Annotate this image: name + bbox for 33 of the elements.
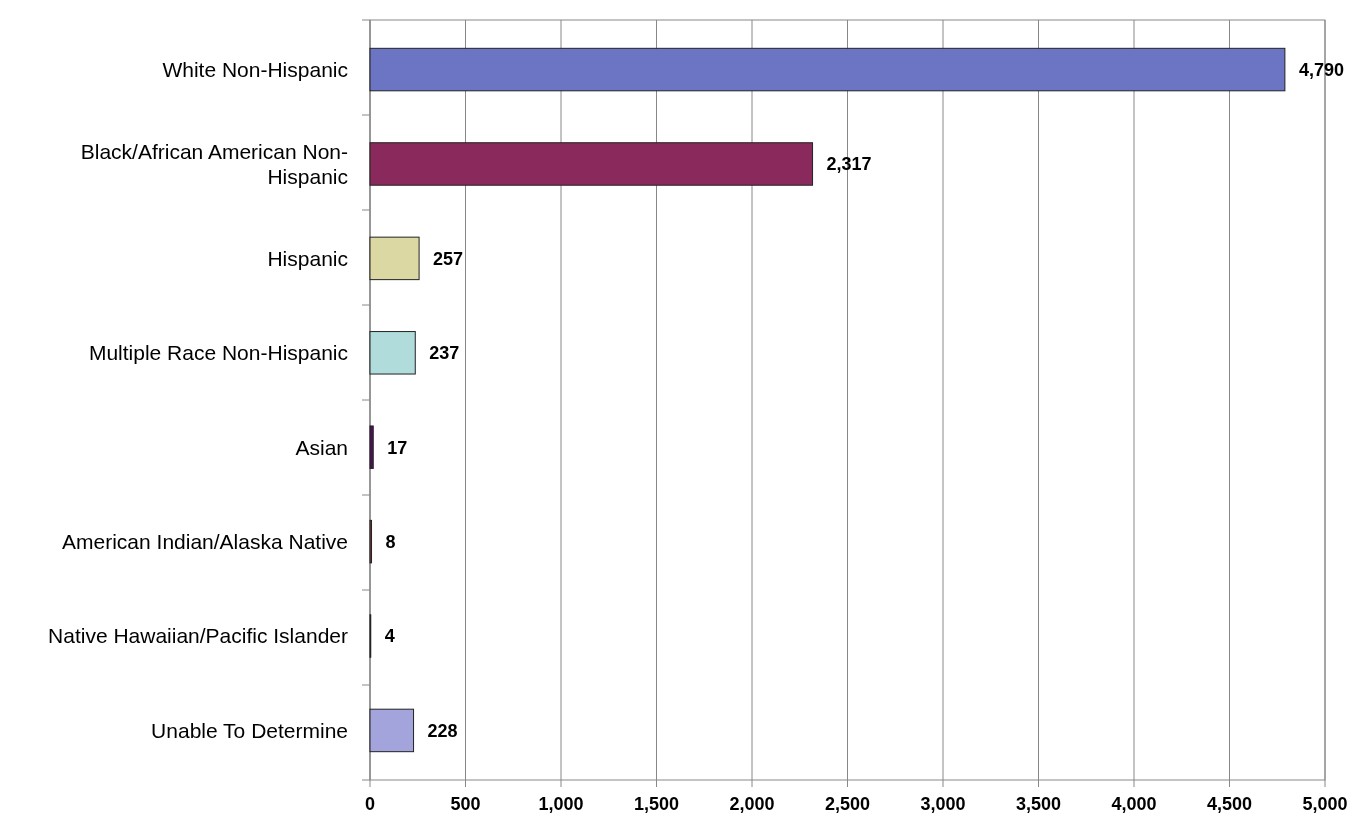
- data-label: 257: [433, 248, 464, 269]
- bar: [369, 331, 416, 375]
- data-label: 4,790: [1298, 59, 1344, 80]
- x-tick-label: 2,000: [729, 794, 775, 814]
- data-label: 4: [384, 626, 395, 647]
- data-label: 237: [429, 343, 460, 364]
- x-tick-label: 5,000: [1302, 794, 1348, 814]
- data-label: 17: [387, 437, 408, 458]
- bar: [369, 708, 415, 753]
- x-tick-label: 3,000: [920, 794, 966, 814]
- y-tick-label: White Non-Hispanic: [162, 57, 348, 81]
- y-tick-label: American Indian/Alaska Native: [62, 529, 348, 553]
- bar: [369, 142, 814, 186]
- bar: [369, 425, 374, 469]
- y-tick-label: Asian: [295, 435, 348, 459]
- y-tick-label: Black/African American Non-Hispanic: [80, 139, 348, 188]
- y-tick-label: Unable To Determine: [151, 718, 348, 742]
- y-tick-label: Native Hawaiian/Pacific Islander: [48, 624, 349, 648]
- data-label: 8: [385, 531, 396, 552]
- x-tick-label: 1,000: [538, 794, 584, 814]
- x-tick-label: 4,500: [1206, 794, 1253, 814]
- bar: [369, 47, 1286, 92]
- y-tick-label: Hispanic: [267, 246, 348, 270]
- x-tick-label: 4,000: [1111, 794, 1157, 814]
- x-tick-label: 3,500: [1015, 794, 1062, 814]
- x-tick-label: 1,500: [633, 794, 680, 814]
- x-tick-label: 2,500: [824, 794, 871, 814]
- x-tick-label: 500: [450, 794, 481, 814]
- y-tick-label: Multiple Race Non-Hispanic: [88, 341, 348, 365]
- data-label: 2,317: [826, 154, 872, 175]
- data-label: 228: [427, 720, 458, 741]
- x-tick-label: 0: [364, 794, 376, 814]
- bar: [369, 236, 420, 281]
